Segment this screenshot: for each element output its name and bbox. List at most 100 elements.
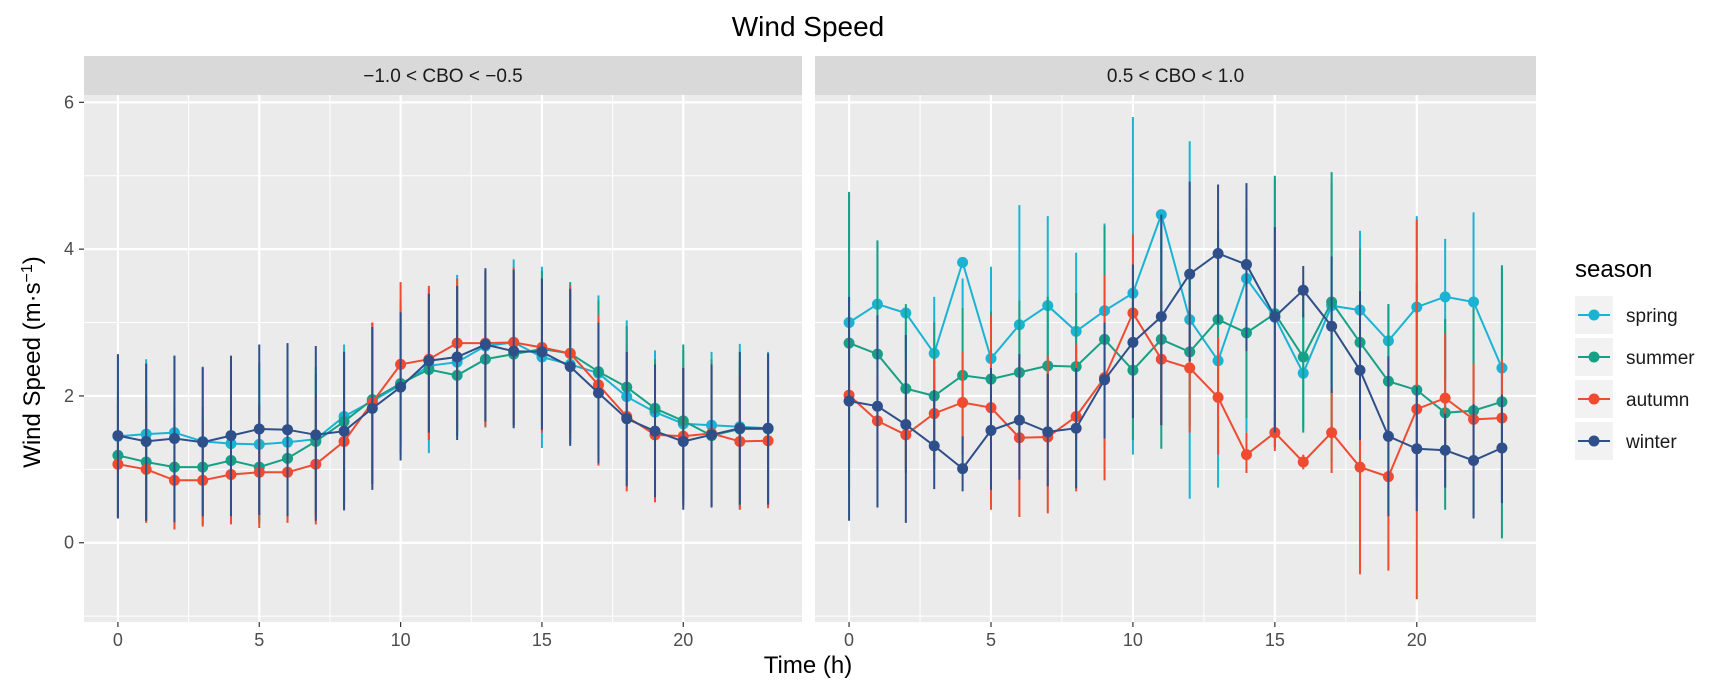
data-point <box>1127 336 1139 348</box>
data-point <box>1155 311 1167 323</box>
legend-label: summer <box>1626 348 1695 369</box>
data-point <box>957 397 969 409</box>
x-tick-label: 0 <box>844 630 854 650</box>
data-point <box>1297 351 1309 363</box>
data-point <box>1099 374 1111 386</box>
data-point <box>621 413 633 425</box>
data-point <box>451 351 463 363</box>
legend-key-point <box>1588 435 1600 447</box>
data-point <box>197 436 209 448</box>
legend-label: autumn <box>1626 390 1689 411</box>
y-axis-title: Wind Speed (m·s−1) <box>19 256 47 468</box>
x-tick-label: 15 <box>532 630 552 650</box>
panel-2: 0.5 < CBO < 1.0 0 5 10 15 20 <box>815 56 1536 650</box>
data-point <box>957 256 969 268</box>
panel-strip-label: −1.0 < CBO < −0.5 <box>363 66 523 87</box>
series-winter <box>112 268 774 523</box>
data-point <box>1070 422 1082 434</box>
y-axis-title-main: Wind Speed (m·s <box>19 282 46 467</box>
series-line <box>848 211 1503 376</box>
y-axis-title-close: ) <box>19 256 46 264</box>
data-point <box>1240 259 1252 271</box>
data-point <box>1042 426 1054 438</box>
x-axis-title: Time (h) <box>764 652 852 679</box>
x-tick-label: 5 <box>254 630 264 650</box>
data-point <box>338 425 350 437</box>
panel-1: −1.0 < CBO < −0.5 0 5 10 15 20 0 2 4 6 <box>64 56 802 650</box>
series-winter <box>843 181 1508 523</box>
data-point <box>140 435 152 447</box>
data-point <box>253 423 265 435</box>
data-point <box>1382 430 1394 442</box>
x-tick-label: 20 <box>673 630 693 650</box>
data-point <box>168 433 180 445</box>
data-point <box>112 430 124 442</box>
y-axis-title-superscript: −1 <box>19 264 36 282</box>
legend: season spring summer autumn winter <box>1575 256 1695 460</box>
data-point <box>536 346 548 358</box>
x-tick-label: 0 <box>113 630 123 650</box>
data-point <box>871 400 883 412</box>
y-tick-label: 0 <box>64 533 74 553</box>
data-point <box>479 339 491 351</box>
data-point <box>366 402 378 414</box>
data-point <box>762 422 774 434</box>
data-point <box>310 429 322 441</box>
data-point <box>282 424 294 436</box>
data-point <box>957 463 969 475</box>
data-point <box>1439 392 1451 404</box>
data-point <box>649 425 661 437</box>
panel-strip <box>815 56 1536 95</box>
data-point <box>843 395 855 407</box>
data-point <box>395 381 407 393</box>
legend-label: winter <box>1625 432 1677 453</box>
panel-strip <box>84 56 802 95</box>
data-point <box>985 424 997 436</box>
legend-items: spring summer autumn winter <box>1575 296 1695 460</box>
data-point <box>1013 414 1025 426</box>
panels-layer: −1.0 < CBO < −0.5 0 5 10 15 20 0 2 4 6 0.5 < CBO <… <box>64 56 1536 650</box>
data-point <box>1354 364 1366 376</box>
data-point <box>1439 444 1451 456</box>
data-point <box>423 355 435 367</box>
y-tick-label: 6 <box>64 92 74 112</box>
data-point <box>1411 443 1423 455</box>
data-point <box>1212 391 1224 403</box>
data-point <box>1439 291 1451 303</box>
data-point <box>1468 296 1480 308</box>
data-point <box>900 419 912 431</box>
data-point <box>564 361 576 373</box>
data-point <box>1297 284 1309 296</box>
data-point <box>1326 320 1338 332</box>
data-point <box>1269 311 1281 323</box>
data-point <box>508 345 520 357</box>
legend-item-summer: summer <box>1575 338 1695 376</box>
legend-key-point <box>1588 351 1600 363</box>
data-point <box>1354 461 1366 473</box>
x-tick-label: 10 <box>391 630 411 650</box>
data-point <box>1496 442 1508 454</box>
data-point <box>1297 456 1309 468</box>
legend-item-spring: spring <box>1575 296 1678 334</box>
data-point <box>928 440 940 452</box>
legend-title: season <box>1575 256 1652 283</box>
data-point <box>1240 449 1252 461</box>
legend-item-autumn: autumn <box>1575 380 1689 418</box>
data-point <box>1468 455 1480 467</box>
data-point <box>1326 427 1338 439</box>
data-point <box>225 430 237 442</box>
legend-label: spring <box>1626 306 1678 327</box>
data-point <box>1212 248 1224 260</box>
data-point <box>1184 268 1196 280</box>
x-tick-label: 15 <box>1265 630 1285 650</box>
data-point <box>706 429 718 441</box>
x-tick-label: 20 <box>1407 630 1427 650</box>
x-tick-label: 5 <box>986 630 996 650</box>
data-point <box>592 387 604 399</box>
legend-key-point <box>1588 309 1600 321</box>
chart-title: Wind Speed <box>732 11 885 42</box>
legend-key-point <box>1588 393 1600 405</box>
legend-item-winter: winter <box>1575 422 1677 460</box>
data-point <box>734 422 746 434</box>
